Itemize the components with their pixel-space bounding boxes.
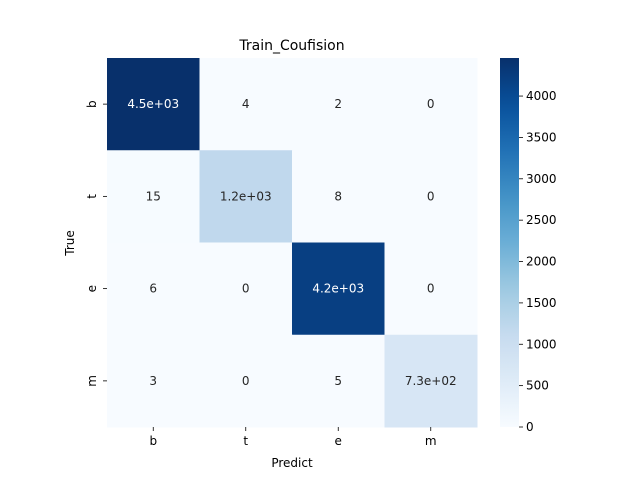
heatmap-cells: 4.5e+03 4 2 0 15 1.2e+03 8 0 6 0 4.2e+03 0 3 0 5 7.3e+0… <box>107 58 478 428</box>
y-tick-label: e <box>85 285 99 292</box>
heatmap-cell <box>199 334 293 428</box>
y-axis-label: True <box>63 230 77 257</box>
heatmap-cell <box>384 58 478 151</box>
heatmap-cell <box>292 242 385 336</box>
colorbar-tick-label: 1500 <box>526 296 557 310</box>
colorbar: 0 500 1000 1500 2000 2500 3000 3500 4000 <box>500 58 557 434</box>
cell-annotation: 4 <box>242 97 250 111</box>
x-tick-label: t <box>243 434 248 448</box>
colorbar-gradient <box>500 58 519 427</box>
y-tick-label: b <box>85 100 99 108</box>
cell-annotation: 8 <box>334 189 342 203</box>
cell-annotation: 0 <box>242 282 250 296</box>
chart-title: Train_Coufision <box>238 38 344 54</box>
cell-annotation: 7.3e+02 <box>405 374 457 388</box>
cell-annotation: 4.2e+03 <box>312 282 364 296</box>
heatmap-cell <box>199 58 293 151</box>
cell-annotation: 0 <box>242 374 250 388</box>
cell-annotation: 4.5e+03 <box>127 97 179 111</box>
cell-annotation: 0 <box>427 282 435 296</box>
colorbar-tick-label: 4000 <box>526 89 557 103</box>
cell-annotation: 15 <box>146 189 161 203</box>
heatmap-cell <box>384 150 478 243</box>
colorbar-tick-label: 0 <box>526 420 534 434</box>
heatmap-cell <box>107 150 200 243</box>
colorbar-tick-label: 3500 <box>526 130 557 144</box>
x-axis-label: Predict <box>271 456 313 470</box>
y-tick-label: t <box>85 194 99 199</box>
colorbar-tick-label: 2500 <box>526 213 557 227</box>
y-tick-label: m <box>85 375 99 387</box>
cell-annotation: 1.2e+03 <box>220 189 272 203</box>
heatmap-cell <box>107 58 200 151</box>
colorbar-tick-label: 3000 <box>526 172 557 186</box>
heatmap-cell <box>292 334 385 428</box>
heatmap-cell <box>384 242 478 336</box>
cell-annotation: 0 <box>427 97 435 111</box>
heatmap-cell <box>107 334 200 428</box>
cell-annotation: 2 <box>334 97 342 111</box>
y-tick-labels: b t e m <box>85 100 107 387</box>
x-tick-label: m <box>425 434 437 448</box>
cell-annotation: 3 <box>149 374 157 388</box>
cell-annotation: 0 <box>427 189 435 203</box>
colorbar-tick-label: 1000 <box>526 337 557 351</box>
heatmap-cell <box>107 242 200 336</box>
heatmap-cell <box>292 58 385 151</box>
colorbar-tick-label: 2000 <box>526 255 557 269</box>
heatmap-cell <box>292 150 385 243</box>
colorbar-tick-label: 500 <box>526 379 549 393</box>
cell-annotation: 6 <box>149 282 157 296</box>
heatmap-cell <box>199 150 293 243</box>
heatmap-cell <box>384 334 478 428</box>
heatmap-cell <box>199 242 293 336</box>
x-tick-label: e <box>335 434 342 448</box>
cell-annotation: 5 <box>334 374 342 388</box>
x-tick-label: b <box>149 434 157 448</box>
